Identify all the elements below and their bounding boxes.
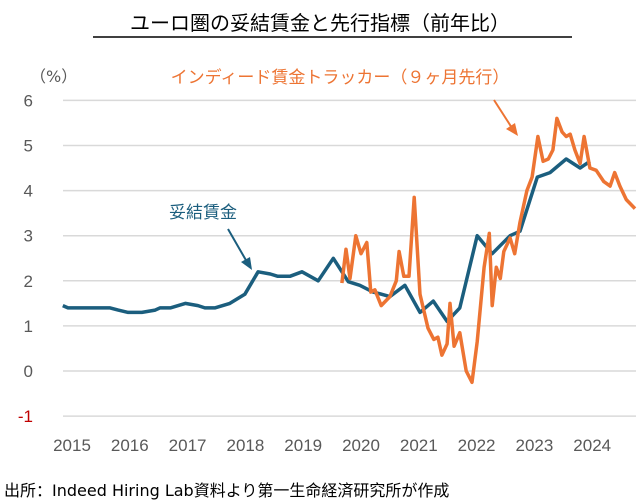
x-tick-label: 2019 [284,436,322,455]
annotation-indeed-tracker: インディード賃金トラッカー（９ヶ月先行） [171,67,510,88]
chart-title: ユーロ圏の妥結賃金と先行指標（前年比） [130,11,510,35]
x-tick-label: 2017 [169,436,207,455]
y-tick-label: 1 [24,317,33,336]
annotation-arrow-orange [493,99,513,129]
x-tick-label: 2018 [226,436,264,455]
x-tick-label: 2023 [515,436,553,455]
x-tick-label: 2024 [573,436,611,455]
annotation-negotiated-wages: 妥結賃金 [169,203,237,223]
x-tick-label: 2016 [111,436,149,455]
annotation-arrow-blue [227,228,248,263]
y-tick-label: 2 [24,272,33,291]
source-note: 出所：Indeed Hiring Lab資料より第一生命経済研究所が作成 [4,481,449,500]
y-tick-label: -1 [18,407,33,426]
y-tick-label: 4 [24,182,33,201]
y-tick-label: 6 [24,91,33,110]
arrow-head-icon [241,257,252,270]
y-tick-label: 5 [24,137,33,156]
y-tick-label: 0 [24,362,33,381]
x-tick-label: 2022 [458,436,496,455]
y-tick-label: 3 [24,227,33,246]
x-tick-label: 2015 [53,436,91,455]
x-tick-label: 2020 [342,436,380,455]
series-negotiated-wages-line [62,157,591,324]
x-tick-label: 2021 [400,436,438,455]
arrow-head-icon [506,123,518,136]
y-axis-label: （%） [30,67,77,86]
series-indeed-tracker-line [340,116,637,385]
